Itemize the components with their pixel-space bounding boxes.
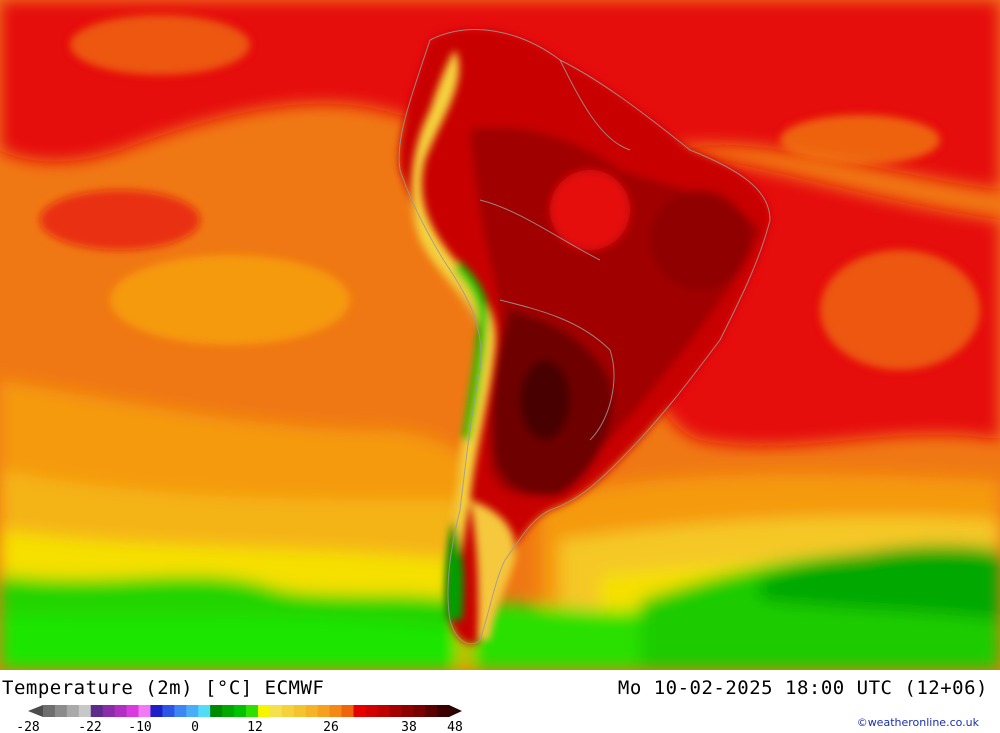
scale-swatch bbox=[269, 705, 283, 717]
scale-swatch bbox=[210, 705, 223, 717]
scale-swatch bbox=[281, 705, 295, 717]
scale-high-arrow bbox=[449, 705, 462, 717]
scale-swatch bbox=[437, 705, 450, 717]
scale-tick-label: 0 bbox=[191, 720, 199, 733]
scale-swatch bbox=[138, 705, 151, 717]
scale-tick-label: -22 bbox=[78, 720, 101, 733]
scale-swatch bbox=[222, 705, 235, 717]
valid-datetime: Mo 10-02-2025 18:00 UTC (12+06) bbox=[617, 677, 988, 699]
scale-swatch bbox=[54, 705, 68, 717]
scale-swatch bbox=[150, 705, 163, 717]
scale-swatch bbox=[377, 705, 390, 717]
scale-swatch bbox=[102, 705, 116, 717]
credit-link[interactable]: ©weatheronline.co.uk bbox=[856, 716, 979, 729]
scale-swatch bbox=[353, 705, 366, 717]
scale-swatch bbox=[186, 705, 199, 717]
scale-swatch bbox=[162, 705, 175, 717]
map-footer bbox=[0, 670, 1000, 733]
scale-tick-label: -28 bbox=[16, 720, 39, 733]
scale-swatch bbox=[114, 705, 128, 717]
scale-swatch bbox=[257, 705, 271, 717]
scale-swatch bbox=[198, 705, 211, 717]
scale-swatch bbox=[78, 705, 92, 717]
scale-swatch bbox=[389, 705, 402, 717]
scale-swatch bbox=[317, 705, 331, 717]
scale-swatch bbox=[413, 705, 426, 717]
scale-swatch bbox=[234, 705, 247, 717]
scale-swatch bbox=[174, 705, 187, 717]
scale-swatch bbox=[246, 705, 259, 717]
scale-swatch bbox=[425, 705, 438, 717]
scale-swatch bbox=[90, 705, 104, 717]
scale-tick-label: -10 bbox=[128, 720, 151, 733]
scale-tick-label: 12 bbox=[247, 720, 263, 733]
scale-swatch bbox=[66, 705, 80, 717]
scale-tick-label: 48 bbox=[447, 720, 463, 733]
temperature-map bbox=[0, 0, 1000, 670]
scale-swatch bbox=[126, 705, 140, 717]
scale-swatch bbox=[305, 705, 319, 717]
scale-swatch bbox=[365, 705, 378, 717]
scale-swatch bbox=[341, 705, 354, 717]
scale-low-arrow bbox=[28, 705, 43, 717]
scale-swatch bbox=[293, 705, 307, 717]
temperature-color-scale: -28 -22 -10 0 12 26 38 48 bbox=[16, 705, 463, 733]
scale-tick-label: 26 bbox=[323, 720, 339, 733]
scale-swatch bbox=[43, 705, 56, 717]
scale-swatch bbox=[401, 705, 414, 717]
map-title: Temperature (2m) [°C] ECMWF bbox=[2, 677, 325, 699]
scale-tick-label: 38 bbox=[401, 720, 417, 733]
scale-swatch bbox=[329, 705, 343, 717]
